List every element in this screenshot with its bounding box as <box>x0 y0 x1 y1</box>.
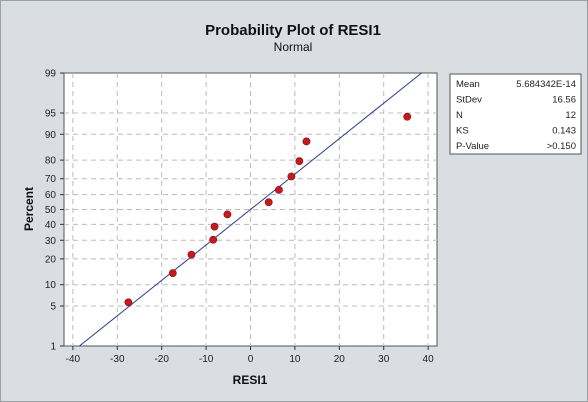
x-axis-ticks: -40 -30 -20 -10 0 10 20 30 40 <box>66 346 434 365</box>
stats-box: Mean 5.684342E-14 StDev 16.56 N 12 KS 0.143 P-Va… <box>449 73 582 155</box>
x-axis-label: RESI1 <box>233 373 268 387</box>
x-tick-label: 20 <box>334 354 346 365</box>
y-tick-label: 60 <box>45 190 57 201</box>
stat-label: P-Value <box>456 141 489 152</box>
x-tick-label: 0 <box>248 354 254 365</box>
data-point <box>275 185 283 194</box>
y-tick-label: 99 <box>45 69 57 80</box>
stat-label: N <box>456 110 463 121</box>
y-tick-label: 90 <box>45 130 57 141</box>
stat-value: 16.56 <box>552 95 576 106</box>
x-tick-label: 30 <box>378 354 390 365</box>
y-tick-label: 1 <box>50 342 56 353</box>
y-tick-label: 20 <box>45 254 57 265</box>
data-point <box>403 112 412 121</box>
y-axis-label: Percent <box>22 187 36 231</box>
x-tick-label: -20 <box>154 354 169 365</box>
x-tick-label: -30 <box>110 354 125 365</box>
x-tick-label: -40 <box>66 354 81 365</box>
x-tick-label: -10 <box>199 354 214 365</box>
x-tick-label: 10 <box>289 354 301 365</box>
stat-label: Mean <box>456 79 480 90</box>
stat-value: 5.684342E-14 <box>516 79 576 90</box>
stat-value: >0.150 <box>547 141 576 152</box>
data-point <box>287 172 296 181</box>
data-point <box>209 235 218 244</box>
data-point <box>264 198 273 207</box>
y-tick-label: 40 <box>45 220 57 231</box>
y-tick-label: 50 <box>45 205 57 216</box>
y-tick-label: 80 <box>45 156 57 167</box>
stat-value: 12 <box>565 110 576 121</box>
y-axis-ticks: 1 5 10 20 30 40 50 60 70 80 90 95 99 <box>45 69 64 353</box>
data-point <box>168 269 177 278</box>
stat-label: KS <box>456 126 469 137</box>
y-tick-label: 10 <box>45 280 57 291</box>
y-tick-label: 5 <box>50 302 56 313</box>
data-point <box>302 137 311 146</box>
chart-title: Probability Plot of RESI1 <box>205 22 381 39</box>
data-point <box>223 210 232 219</box>
chart-subtitle: Normal <box>274 40 313 54</box>
y-tick-label: 30 <box>45 236 57 247</box>
data-points <box>124 112 412 307</box>
fit-line-layer <box>79 72 422 347</box>
stat-label: StDev <box>456 95 482 106</box>
stats-box-border <box>449 73 582 155</box>
stat-value: 0.143 <box>552 126 576 137</box>
data-point <box>210 222 219 231</box>
fit-line <box>79 72 422 347</box>
y-tick-label: 95 <box>45 108 57 119</box>
x-tick-label: 40 <box>423 354 435 365</box>
data-point <box>295 157 304 166</box>
data-point <box>124 298 133 307</box>
data-point <box>187 250 196 259</box>
grid-lines <box>64 73 437 346</box>
y-tick-label: 70 <box>45 174 57 185</box>
